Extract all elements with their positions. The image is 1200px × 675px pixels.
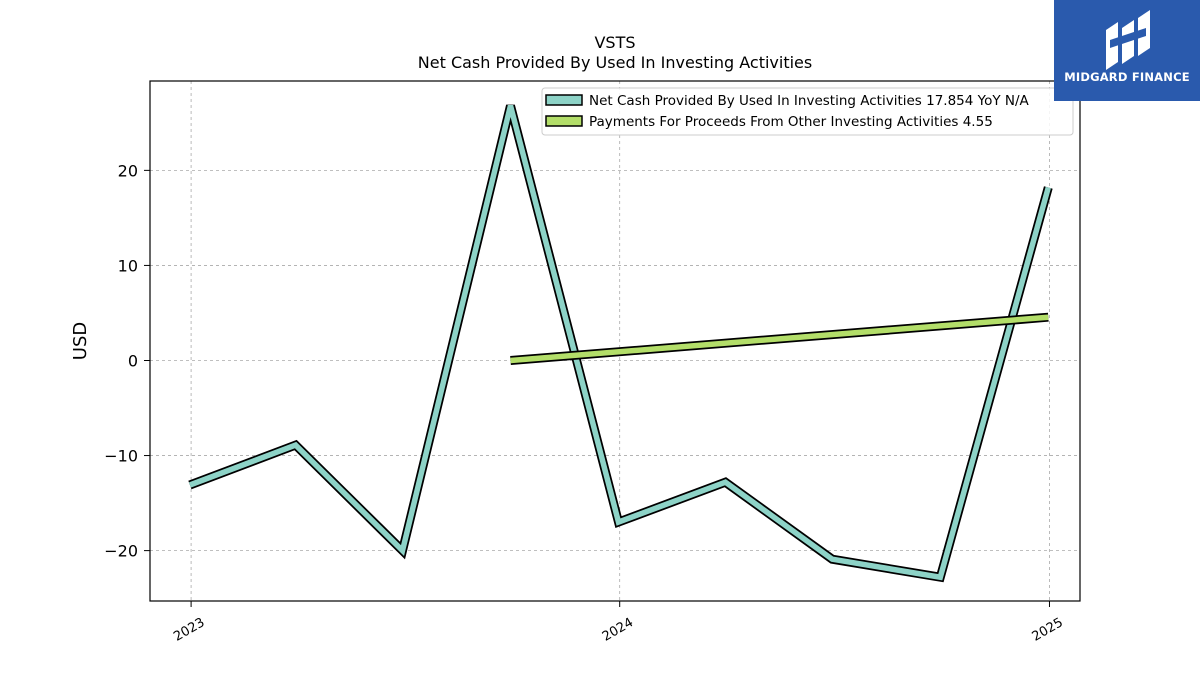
midgard-logo: MIDGARD FINANCE <box>1054 0 1200 101</box>
series-layer <box>188 104 1053 583</box>
x-tick-label: 2025 <box>1030 615 1066 645</box>
plot-frame <box>149 80 1081 602</box>
x-axis: 2023 2024 2025 <box>171 601 1066 645</box>
chart-title: VSTS <box>594 33 635 52</box>
chart-subtitle: Net Cash Provided By Used In Investing A… <box>418 53 812 72</box>
y-axis-label: USD <box>70 322 91 360</box>
midgard-logo-icon <box>1106 10 1150 70</box>
y-tick-label: −20 <box>104 542 138 561</box>
series-line-payments <box>510 314 1049 364</box>
y-tick-label: 20 <box>118 161 138 180</box>
y-tick-label: 0 <box>128 351 138 370</box>
x-tick-label: 2024 <box>600 615 636 645</box>
y-axis: −20 −10 0 10 20 <box>104 161 150 561</box>
series-line-net-cash <box>188 105 1051 581</box>
x-tick-label: 2023 <box>171 615 207 645</box>
legend-swatch-payments <box>545 115 583 127</box>
logo-text: MIDGARD FINANCE <box>1064 70 1190 84</box>
legend-swatch-net-cash <box>545 94 583 106</box>
y-tick-label: 10 <box>118 256 138 275</box>
legend: Net Cash Provided By Used In Investing A… <box>541 87 1074 136</box>
legend-label-payments: Payments For Proceeds From Other Investi… <box>589 114 993 130</box>
series-outline-net-cash <box>188 104 1053 583</box>
legend-box <box>541 87 1074 136</box>
y-tick-label: −10 <box>104 447 138 466</box>
legend-label-net-cash: Net Cash Provided By Used In Investing A… <box>589 93 1030 109</box>
